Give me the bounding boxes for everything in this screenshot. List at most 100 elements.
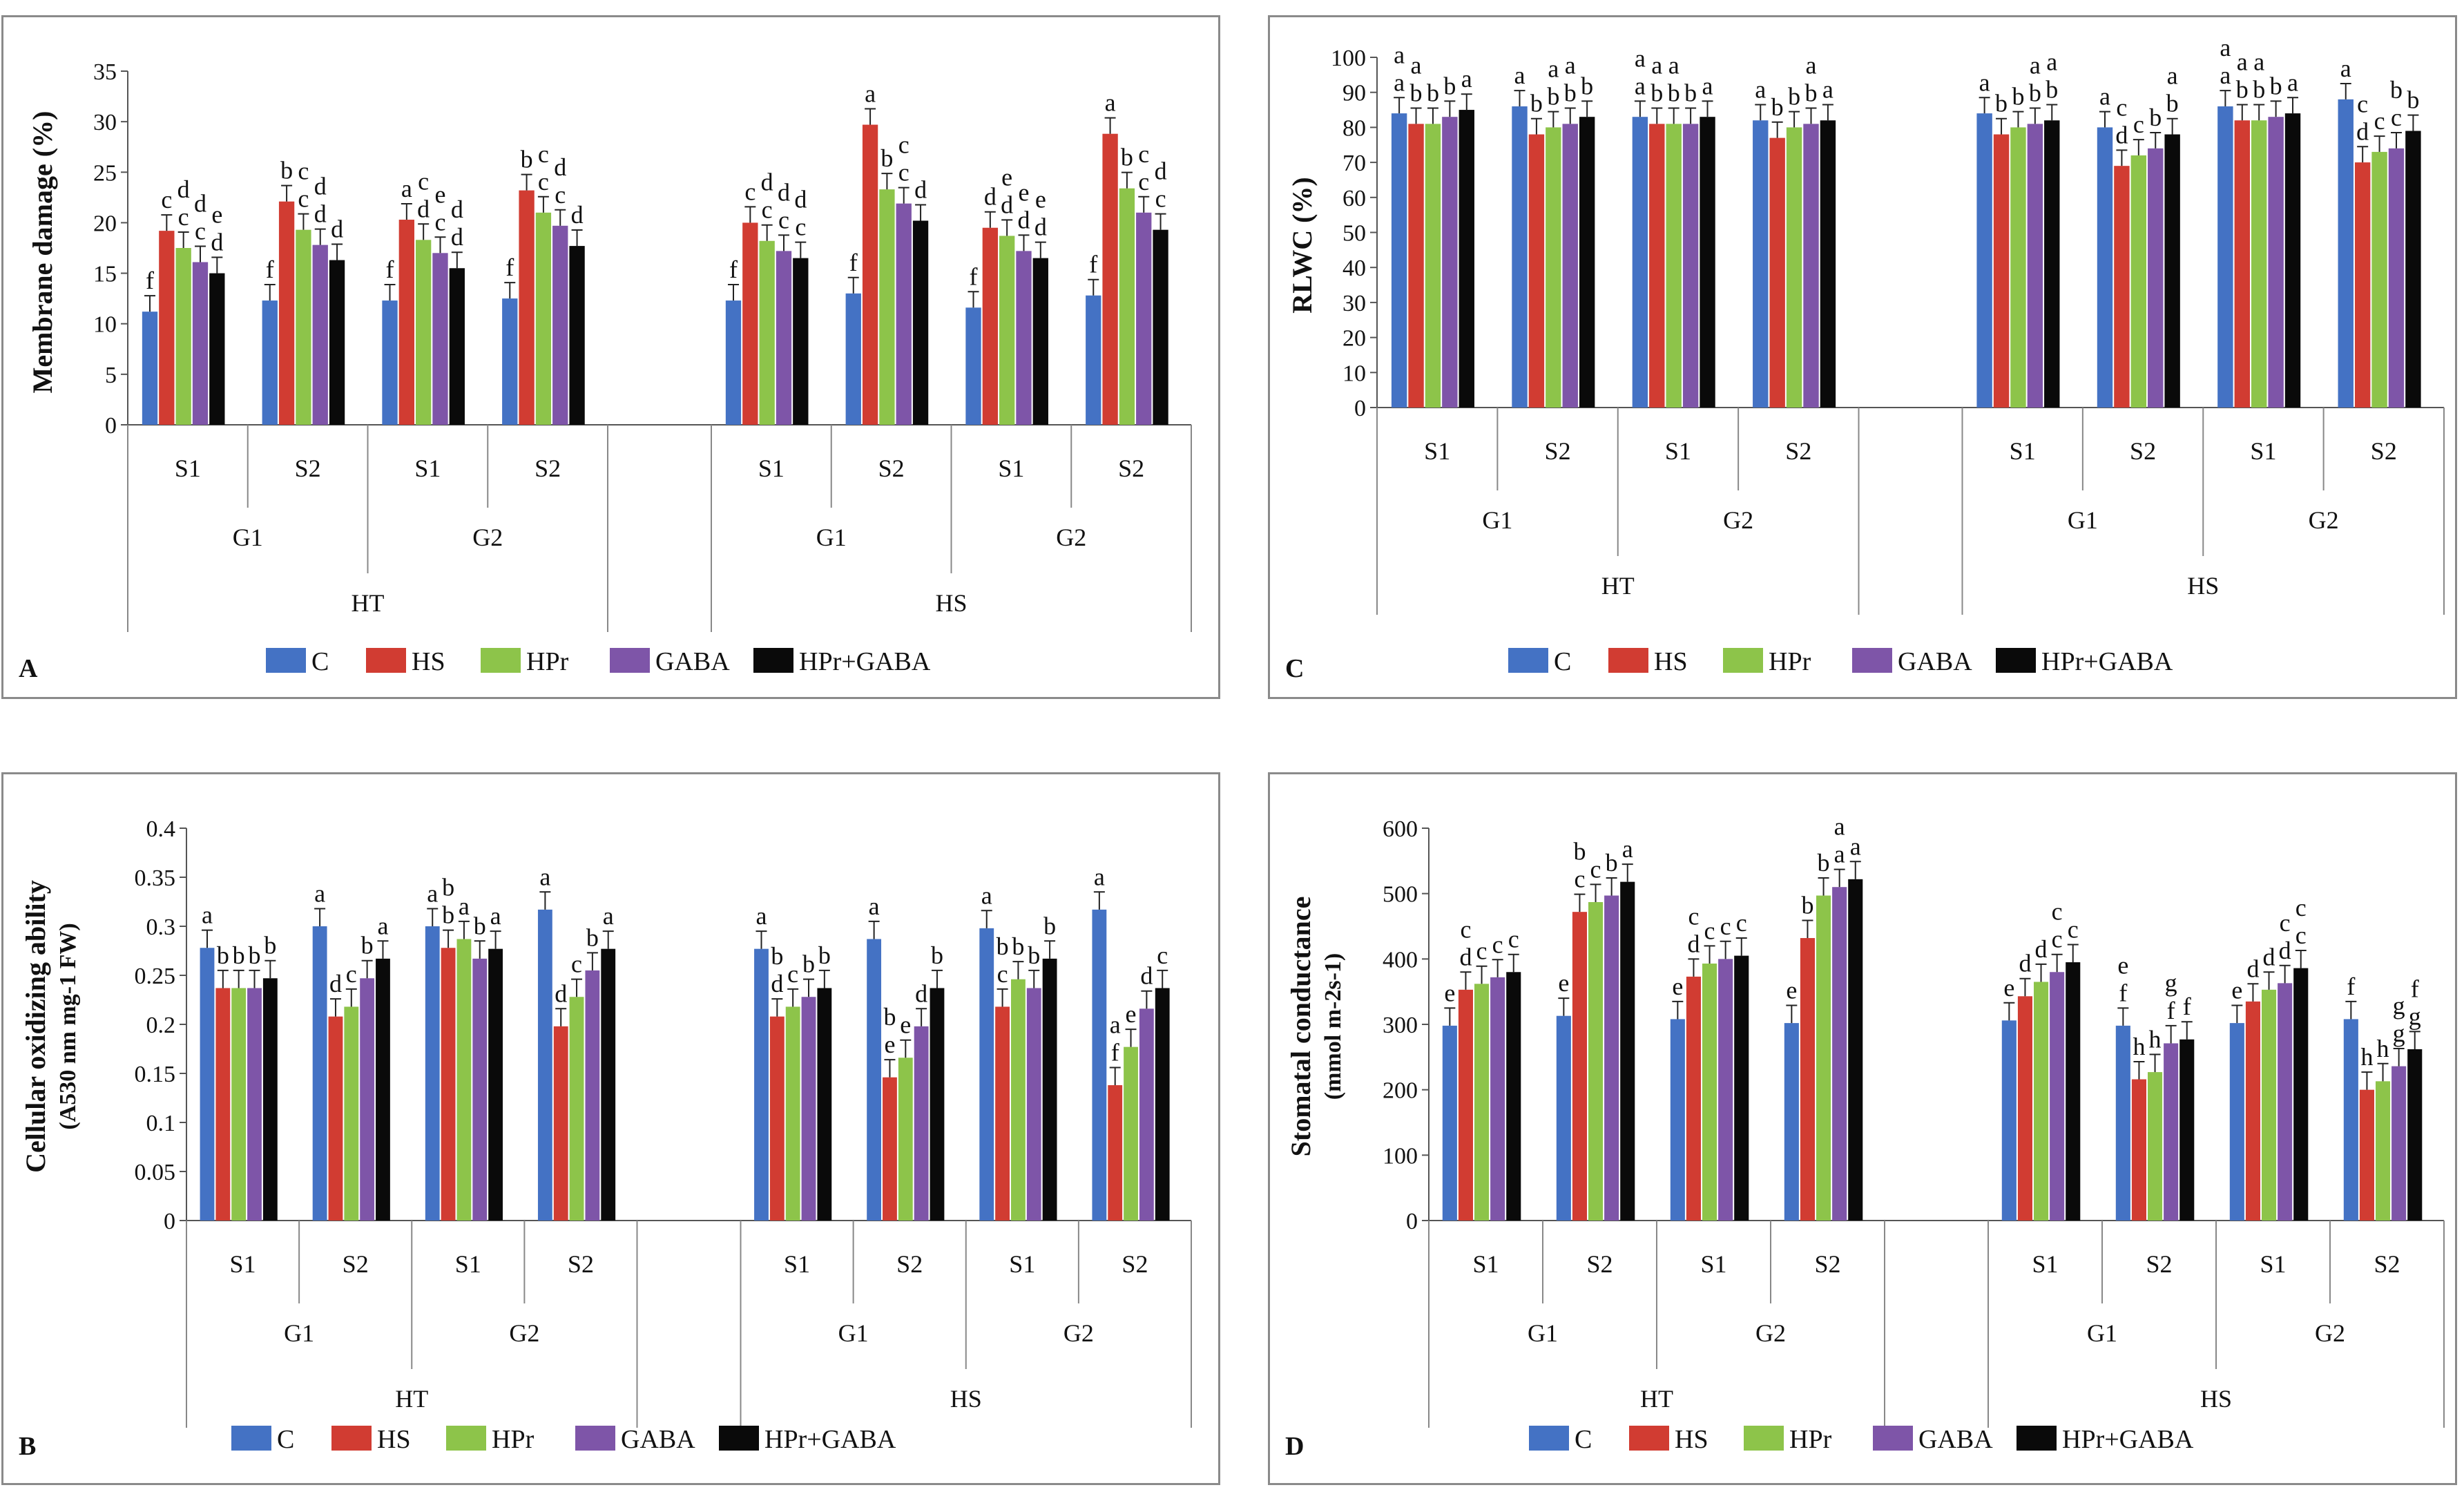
- bar: [862, 124, 878, 425]
- bar: [262, 300, 278, 425]
- significance-letter: a: [1822, 75, 1833, 103]
- significance-letter: b: [2166, 90, 2179, 117]
- significance-letter: b: [280, 157, 293, 184]
- significance-letter: b: [2253, 75, 2265, 103]
- x-temperature-label: HT: [1601, 572, 1635, 600]
- bar: [2027, 124, 2043, 408]
- y-axis-label: RLWC (%): [1287, 177, 1318, 313]
- bar: [754, 948, 769, 1221]
- y-tick-label: 0.1: [146, 1111, 176, 1136]
- significance-letter: f: [970, 262, 978, 290]
- significance-letter: c: [1492, 930, 1503, 958]
- bar: [1042, 958, 1057, 1221]
- significance-letter: b: [880, 144, 893, 172]
- significance-letter: e: [211, 201, 222, 229]
- y-tick-label: 35: [93, 59, 117, 85]
- significance-letter: b: [1028, 941, 1040, 969]
- x-temperature-label: HS: [950, 1385, 982, 1413]
- bar: [553, 1026, 568, 1221]
- bar: [344, 1006, 359, 1221]
- y-tick-label: 0.35: [135, 865, 176, 891]
- significance-letter: d: [2279, 937, 2291, 964]
- bar: [1832, 887, 1847, 1221]
- bar: [1546, 127, 1561, 408]
- bar: [898, 1058, 913, 1221]
- significance-letter: b: [1547, 83, 1559, 111]
- significance-letter: e: [1672, 973, 1683, 1000]
- bar: [1604, 895, 1619, 1221]
- y-tick-label: 300: [1383, 1013, 1418, 1038]
- x-stage-label: S1: [414, 455, 441, 482]
- significance-letter: c: [1476, 937, 1488, 965]
- significance-letter: a: [1668, 52, 1679, 79]
- x-stage-label: S2: [1586, 1250, 1613, 1278]
- bar: [1459, 110, 1474, 408]
- significance-letter: c: [2068, 916, 2079, 944]
- significance-letter: c: [1720, 912, 1731, 940]
- significance-letter: c: [2374, 107, 2385, 135]
- bar: [912, 220, 929, 425]
- significance-letter: f: [2411, 975, 2419, 1002]
- x-stage-label: S2: [2130, 437, 2156, 465]
- significance-letter: a: [1635, 44, 1646, 72]
- y-tick-label: 90: [1342, 81, 1366, 106]
- bar: [328, 1016, 343, 1221]
- panel-a: 0 5 10 15 20 25 30 35 Membrane damage (%) f c c c d f b…: [1, 15, 1220, 699]
- significance-letter: c: [795, 213, 806, 241]
- bar: [1506, 972, 1521, 1221]
- bar: [1442, 117, 1458, 408]
- bar: [1408, 124, 1424, 408]
- significance-letter: d: [2115, 121, 2128, 149]
- y-tick-label: 0.3: [146, 915, 176, 940]
- significance-letter: d: [984, 183, 997, 211]
- bar: [769, 1016, 785, 1221]
- panel-b: 0 0.05 0.1 0.15 0.2 0.25 0.3 0.35 0.4 Cellular ox…: [1, 772, 1220, 1485]
- significance-letter: b: [1801, 891, 1813, 919]
- legend-swatch: [331, 1426, 372, 1451]
- significance-letter: a: [2167, 62, 2178, 90]
- bar: [278, 201, 295, 425]
- significance-letter: e: [2003, 974, 2014, 1002]
- significance-letter: c: [2295, 894, 2307, 921]
- significance-letter: c: [2357, 90, 2368, 117]
- significance-letter: e: [2231, 977, 2242, 1004]
- legend-label: HPr+GABA: [2062, 1425, 2194, 1454]
- bar: [312, 926, 327, 1221]
- bar: [914, 1026, 929, 1221]
- legend-label: GABA: [1898, 647, 1972, 676]
- bar: [930, 988, 945, 1221]
- significance-letter: a: [756, 902, 767, 930]
- bar: [999, 236, 1015, 425]
- significance-letter: a: [1514, 61, 1525, 89]
- x-stage-label: S2: [878, 455, 905, 482]
- significance-letter: b: [931, 941, 943, 969]
- bar: [1682, 124, 1699, 408]
- significance-letter: c: [898, 131, 909, 159]
- x-stage-label: S2: [2146, 1250, 2172, 1278]
- significance-letter: c: [1138, 168, 1149, 195]
- bar: [376, 958, 390, 1221]
- significance-letter: d: [1034, 213, 1047, 241]
- legend-label: C: [311, 647, 329, 676]
- significance-letter: b: [1121, 144, 1133, 171]
- significance-letter: c: [778, 206, 789, 233]
- legend-swatch: [1529, 1426, 1569, 1451]
- legend-label: GABA: [1918, 1425, 1993, 1454]
- x-genotype-label: G2: [509, 1319, 539, 1347]
- x-temperature-label: HS: [2200, 1385, 2232, 1413]
- significance-letter: c: [1736, 909, 1747, 937]
- significance-letter: c: [1704, 917, 1715, 944]
- significance-letter: f: [2119, 979, 2127, 1006]
- bar: [2217, 106, 2233, 408]
- bar: [1102, 133, 1118, 425]
- bar: [995, 1006, 1010, 1221]
- x-stage-label: S1: [1009, 1250, 1035, 1278]
- bar: [1474, 984, 1490, 1221]
- significance-letter: b: [2407, 86, 2419, 114]
- y-tick-label: 70: [1342, 151, 1366, 176]
- legend-swatch: [446, 1426, 486, 1451]
- significance-letter: a: [981, 881, 992, 909]
- y-tick-label: 0.25: [135, 964, 176, 989]
- bar: [982, 227, 998, 425]
